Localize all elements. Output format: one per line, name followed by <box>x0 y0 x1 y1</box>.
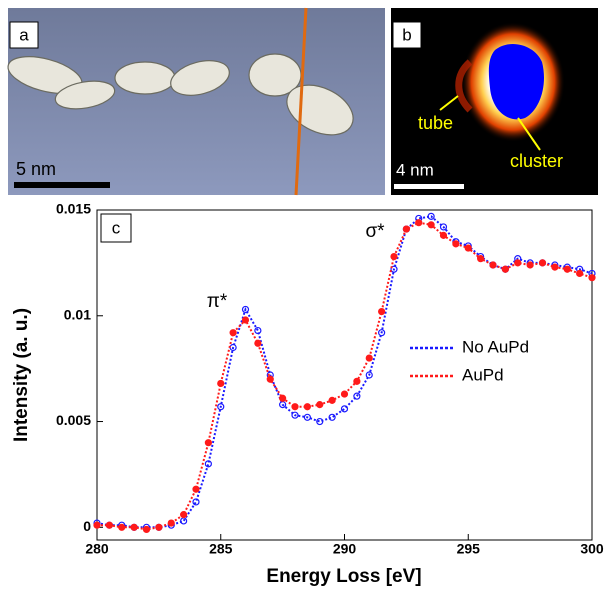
data-point <box>439 231 448 239</box>
data-point <box>266 375 274 383</box>
data-point <box>365 354 373 362</box>
cluster-arrow <box>517 117 541 151</box>
data-point <box>291 411 299 419</box>
panel-label-box <box>100 213 132 243</box>
data-point <box>514 259 522 267</box>
data-point <box>340 390 349 398</box>
cluster <box>488 43 545 120</box>
data-point <box>192 485 200 493</box>
x-tick-label: 285 <box>209 541 233 557</box>
tube-label: tube <box>418 113 453 133</box>
scale-bar <box>14 182 110 188</box>
data-point <box>538 259 547 267</box>
data-point <box>390 265 398 273</box>
data-point <box>576 269 584 278</box>
data-point <box>204 460 212 468</box>
scale-label: 4 nm <box>396 160 434 179</box>
data-point <box>217 379 225 388</box>
data-point <box>229 329 237 337</box>
data-point <box>353 377 361 385</box>
data-point <box>93 521 101 529</box>
tube-signal <box>455 59 473 113</box>
data-point <box>303 403 311 411</box>
data-point <box>291 403 299 411</box>
tube-chain <box>7 53 354 136</box>
data-point <box>501 265 509 273</box>
data-point <box>180 511 188 519</box>
annotation: σ* <box>365 221 385 242</box>
data-point <box>130 523 138 531</box>
data-point <box>551 263 559 271</box>
x-tick-label: 295 <box>457 541 481 557</box>
data-point <box>279 394 287 402</box>
x-axis-title: Energy Loss [eV] <box>266 566 421 587</box>
data-point <box>241 305 250 314</box>
plot-frame <box>96 209 593 541</box>
data-point <box>167 519 175 527</box>
panel-label: b <box>402 25 411 44</box>
data-point <box>526 261 534 269</box>
annotation: π* <box>207 291 228 312</box>
legend-label: AuPd <box>462 365 504 384</box>
data-point <box>378 307 386 316</box>
data-point <box>241 316 250 324</box>
y-tick-label: 0.005 <box>56 412 91 428</box>
scale-bar <box>394 184 464 189</box>
data-point <box>563 265 571 273</box>
data-point <box>427 212 435 220</box>
scale-label: 5 nm <box>16 159 56 179</box>
data-point <box>477 255 485 263</box>
x-tick-label: 290 <box>333 541 357 557</box>
panel-a: 5 nm a <box>7 7 385 196</box>
data-point <box>340 405 349 413</box>
data-point <box>439 223 448 231</box>
series-line <box>97 221 593 531</box>
x-tick-label: 280 <box>85 541 109 557</box>
legend-label: No AuPd <box>462 337 529 356</box>
data-point <box>155 523 163 531</box>
data-point <box>353 392 361 400</box>
panel-label: c <box>112 218 121 237</box>
y-tick-label: 0 <box>83 518 91 534</box>
panel-label: a <box>19 25 29 44</box>
y-tick-label: 0.01 <box>64 306 91 322</box>
data-point <box>464 244 472 252</box>
panel-c: c Energy Loss [eV] Intensity (a. u.) σ* … <box>11 201 604 587</box>
data-point <box>204 439 212 447</box>
data-point <box>328 413 336 421</box>
data-point <box>217 403 225 411</box>
data-point <box>192 498 200 506</box>
data-point <box>254 326 262 335</box>
data-point <box>365 371 373 379</box>
data-point <box>452 240 460 248</box>
data-point <box>489 261 497 269</box>
profile-line <box>294 7 308 196</box>
panel-label-box <box>9 21 39 49</box>
panel-label-box <box>392 21 422 49</box>
data-point <box>316 417 324 426</box>
y-tick-label: 0.015 <box>56 201 91 217</box>
data-point <box>105 521 113 529</box>
y-axis-title: Intensity (a. u.) <box>11 308 32 442</box>
data-point <box>402 225 410 233</box>
cluster-label: cluster <box>510 151 563 171</box>
data-point <box>427 221 435 229</box>
data-point <box>588 274 596 282</box>
data-point <box>254 339 262 347</box>
tube-arrow <box>439 95 459 111</box>
data-point <box>378 329 386 337</box>
panel-b: tube cluster 4 nm b <box>391 8 598 195</box>
data-point <box>118 523 126 531</box>
data-point <box>316 401 324 409</box>
data-point <box>303 413 311 421</box>
x-tick-label: 300 <box>580 541 604 557</box>
data-point <box>415 219 423 227</box>
data-point <box>390 252 398 261</box>
data-point <box>328 396 336 404</box>
data-point <box>142 525 151 534</box>
